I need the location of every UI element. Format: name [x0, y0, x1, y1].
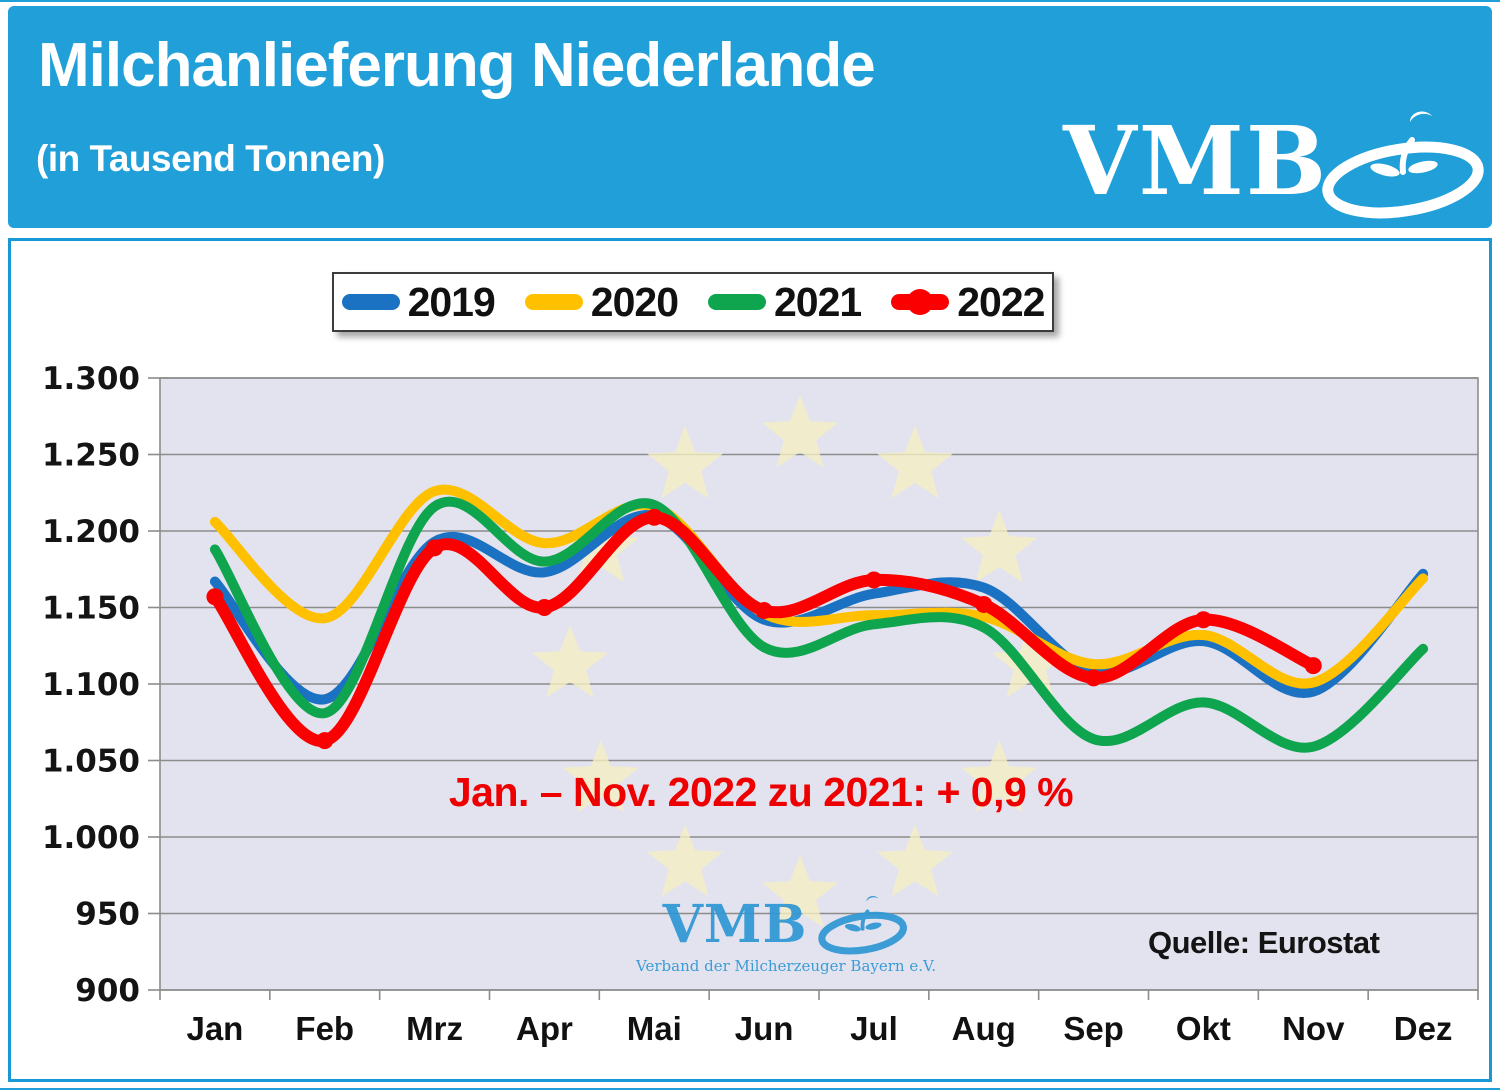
eu-star-icon	[877, 824, 953, 897]
y-axis-label: 900	[75, 973, 140, 1009]
vmb-watermark-swirl-icon	[818, 895, 908, 955]
eu-star-icon	[877, 425, 953, 499]
legend-item-2022: 2022	[891, 278, 1045, 325]
series-marker-2022	[1085, 669, 1103, 687]
vmb-logo-text: VMB	[1063, 106, 1329, 217]
series-marker-2022	[316, 732, 334, 750]
page-title: Milchanlieferung Niederlande	[38, 31, 876, 100]
x-axis-label: Jul	[850, 1010, 898, 1047]
x-axis-label: Feb	[295, 1010, 354, 1047]
eu-star-icon	[762, 855, 838, 928]
chart-panel: 1.300 1.250 1.200 1.150 1.100 1.050 1.000 950 90…	[8, 238, 1492, 1082]
vmb-logo: VMB	[1063, 106, 1484, 226]
legend-label-2022: 2022	[957, 278, 1045, 325]
series-marker-2022	[1194, 611, 1212, 629]
y-axis-label: 1.100	[42, 667, 140, 703]
vmb-swirl-icon	[1322, 111, 1484, 219]
vmb-watermark: VMB Verband der Milcherzeuger Bayern e.V…	[621, 894, 951, 975]
header: Milchanlieferung Niederlande (in Tausend…	[8, 6, 1492, 228]
legend-item-2020: 2020	[524, 278, 679, 325]
series-line-2022	[208, 511, 1320, 747]
series-marker-2022	[975, 595, 993, 613]
x-axis-label: Apr	[516, 1010, 573, 1047]
y-axis-label: 1.150	[42, 591, 140, 627]
x-axis-label: Okt	[1176, 1010, 1231, 1047]
vmb-watermark-row: VMB	[621, 894, 951, 955]
x-axis-label: Sep	[1063, 1010, 1124, 1047]
legend-item-2021: 2021	[708, 278, 862, 325]
eu-star-icon	[562, 740, 639, 813]
top-edge-line	[0, 0, 1500, 2]
chart-legend: 2019 2020 2021 2022	[332, 272, 1054, 332]
series-marker-2022	[1304, 657, 1322, 675]
x-axis-label: Nov	[1282, 1010, 1345, 1047]
legend-label-2021: 2021	[774, 278, 862, 325]
y-axis-label: 950	[75, 897, 140, 933]
legend-swatch-2019	[341, 294, 400, 310]
y-axis-label: 1.250	[42, 438, 140, 474]
series-marker-2022	[426, 539, 444, 557]
series-marker-2022	[865, 571, 883, 589]
y-axis-label: 1.300	[42, 361, 140, 397]
eu-star-icon	[647, 824, 723, 897]
series-line-2020	[209, 484, 1429, 689]
eu-star-icon	[961, 740, 1038, 813]
series-marker-2022	[755, 602, 773, 620]
series-marker-2022	[206, 588, 224, 606]
annotation-text: Jan. – Nov. 2022 zu 2021: + 0,9 %	[448, 769, 1074, 815]
x-axis-label: Jun	[735, 1010, 794, 1047]
legend-item-2019: 2019	[341, 278, 496, 325]
legend-swatch-2022	[891, 289, 950, 315]
series-marker-2022	[535, 599, 553, 616]
eu-star-icon	[647, 425, 723, 499]
x-axis-label: Aug	[952, 1010, 1016, 1047]
eu-star-icon	[961, 510, 1038, 583]
eu-star-icon	[532, 625, 608, 698]
x-axis-label: Jan	[186, 1010, 243, 1047]
legend-marker-2022	[907, 289, 934, 315]
bottom-edge-line	[0, 1088, 1500, 1090]
x-axis-label: Mrz	[406, 1010, 463, 1047]
chart-canvas: 1.300 1.250 1.200 1.150 1.100 1.050 1.000 950 90…	[42, 361, 1479, 1047]
series-marker-2022	[645, 508, 663, 526]
vmb-watermark-text: VMB	[662, 894, 808, 955]
source-text: Quelle: Eurostat	[1148, 925, 1380, 960]
legend-swatch-2020	[524, 294, 583, 310]
eu-star-icon	[562, 510, 639, 583]
y-axis-label: 1.000	[42, 820, 140, 856]
x-axis-label: Dez	[1394, 1010, 1453, 1047]
x-axis-label: Mai	[627, 1010, 682, 1047]
vmb-watermark-subtext: Verband der Milcherzeuger Bayern e.V.	[636, 957, 936, 975]
legend-label-2020: 2020	[590, 278, 679, 325]
eu-star-icon	[992, 625, 1068, 698]
legend-swatch-2021	[708, 294, 766, 310]
legend-label-2019: 2019	[407, 278, 496, 325]
series-line-2021	[209, 496, 1429, 753]
y-axis-label: 1.200	[42, 514, 140, 550]
y-axis-label: 1.050	[42, 744, 140, 780]
eu-star-icon	[762, 395, 838, 468]
page-subtitle: (in Tausend Tonnen)	[36, 138, 385, 179]
